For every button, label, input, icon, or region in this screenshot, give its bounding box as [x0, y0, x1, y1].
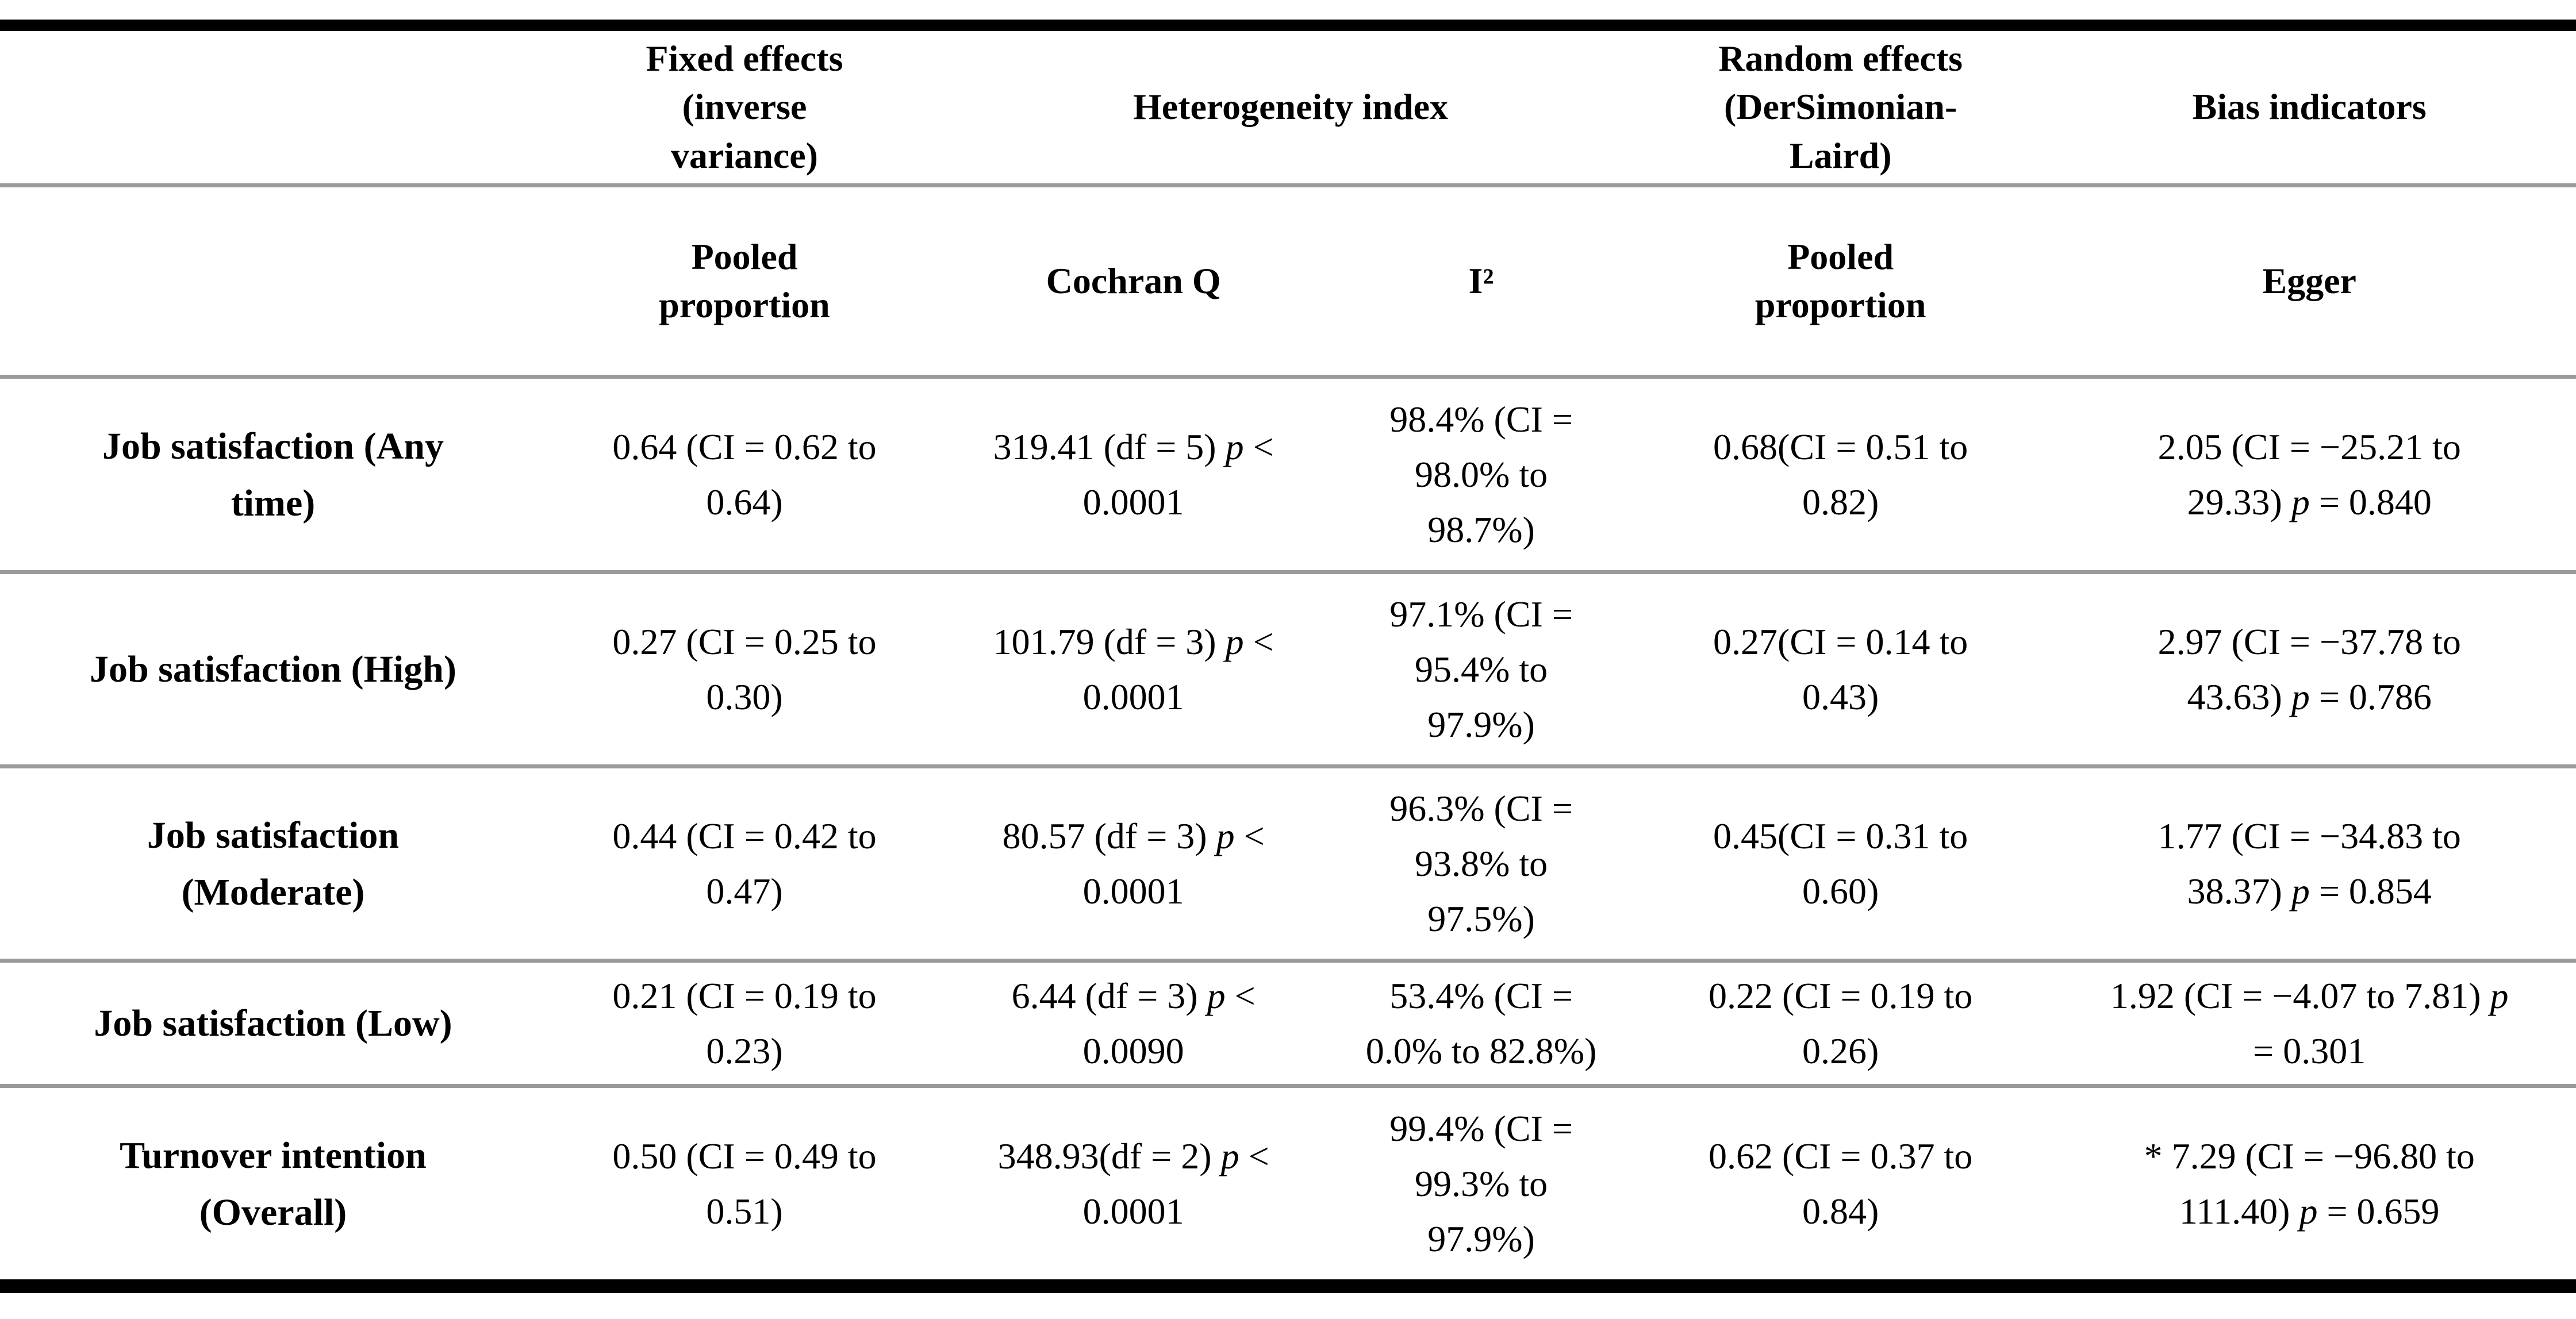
- row-label: Turnover intention (Overall): [120, 1134, 427, 1233]
- table-row-job-satisfaction-low: Job satisfaction (Low) 0.21 (CI = 0.19 t…: [0, 961, 2576, 1086]
- cell-random-pooled: 0.27(CI = 0.14 to 0.43): [1713, 621, 1968, 717]
- cell-random-pooled: 0.62 (CI = 0.37 to 0.84): [1709, 1135, 1973, 1232]
- cell-egger: 1.92 (CI = −4.07 to 7.81) p = 0.301: [2110, 975, 2509, 1071]
- table-row-job-satisfaction-moderate: Job satisfaction (Moderate) 0.44 (CI = 0…: [0, 767, 2576, 961]
- cell-random-pooled: 0.45(CI = 0.31 to 0.60): [1713, 815, 1968, 912]
- group-header-row: Fixed effects (inverse variance) Heterog…: [0, 25, 2576, 188]
- row-label: Job satisfaction (Any time): [102, 425, 444, 524]
- sub-header-i-squared: I²: [1324, 185, 1638, 379]
- corner-cell: [0, 25, 546, 188]
- cell-fixed-pooled: 0.64 (CI = 0.62 to 0.64): [612, 426, 877, 522]
- cell-random-pooled: 0.22 (CI = 0.19 to 0.26): [1709, 975, 1973, 1071]
- cell-cochran-q: 6.44 (df = 3) p < 0.0090: [1011, 975, 1256, 1071]
- cell-egger: 1.77 (CI = −34.83 to 38.37) p = 0.854: [2157, 815, 2461, 912]
- group-header-heterogeneity-index: Heterogeneity index: [943, 25, 1638, 188]
- cell-i-squared: 53.4% (CI = 0.0% to 82.8%): [1365, 975, 1597, 1071]
- sub-header-row: Pooled proportion Cochran Q I² Pooled pr…: [0, 185, 2576, 379]
- table-body: Job satisfaction (Any time) 0.64 (CI = 0…: [0, 377, 2576, 1286]
- cell-cochran-q: 80.57 (df = 3) p < 0.0001: [1002, 815, 1265, 912]
- sub-header-fixed-pooled-proportion: Pooled proportion: [546, 185, 943, 379]
- cell-egger: 2.97 (CI = −37.78 to 43.63) p = 0.786: [2157, 621, 2461, 717]
- cell-egger: 2.05 (CI = −25.21 to 29.33) p = 0.840: [2157, 426, 2461, 522]
- table-row-job-satisfaction-any-time: Job satisfaction (Any time) 0.64 (CI = 0…: [0, 377, 2576, 572]
- cell-fixed-pooled: 0.27 (CI = 0.25 to 0.30): [612, 621, 877, 717]
- group-header-bias-indicators: Bias indicators: [2043, 25, 2576, 188]
- cell-fixed-pooled: 0.50 (CI = 0.49 to 0.51): [612, 1135, 877, 1232]
- cell-cochran-q: 101.79 (df = 3) p < 0.0001: [993, 621, 1274, 717]
- row-label: Job satisfaction (Low): [94, 1002, 452, 1045]
- cell-random-pooled: 0.68(CI = 0.51 to 0.82): [1713, 426, 1968, 522]
- cell-fixed-pooled: 0.21 (CI = 0.19 to 0.23): [612, 975, 877, 1071]
- group-header-fixed-effects: Fixed effects (inverse variance): [546, 25, 943, 188]
- cell-fixed-pooled: 0.44 (CI = 0.42 to 0.47): [612, 815, 877, 912]
- meta-analysis-table: Fixed effects (inverse variance) Heterog…: [0, 20, 2576, 1293]
- cell-i-squared: 96.3% (CI = 93.8% to 97.5%): [1389, 787, 1573, 939]
- sub-header-random-pooled-proportion: Pooled proportion: [1638, 185, 2043, 379]
- corner-cell: [0, 185, 546, 379]
- group-header-random-effects: Random effects (DerSimonian- Laird): [1638, 25, 2043, 188]
- table-row-turnover-intention-overall: Turnover intention (Overall) 0.50 (CI = …: [0, 1086, 2576, 1286]
- row-label: Job satisfaction (High): [89, 648, 456, 691]
- cell-i-squared: 99.4% (CI = 99.3% to 97.9%): [1389, 1108, 1573, 1259]
- table-row-job-satisfaction-high: Job satisfaction (High) 0.27 (CI = 0.25 …: [0, 572, 2576, 767]
- row-label: Job satisfaction (Moderate): [147, 814, 400, 913]
- cell-cochran-q: 348.93(df = 2) p < 0.0001: [997, 1135, 1269, 1232]
- table-header: Fixed effects (inverse variance) Heterog…: [0, 25, 2576, 379]
- cell-cochran-q: 319.41 (df = 5) p < 0.0001: [993, 426, 1274, 522]
- sub-header-cochran-q: Cochran Q: [943, 185, 1325, 379]
- sub-header-egger: Egger: [2043, 185, 2576, 379]
- cell-egger: * 7.29 (CI = −96.80 to 111.40) p = 0.659: [2144, 1135, 2475, 1232]
- cell-i-squared: 98.4% (CI = 98.0% to 98.7%): [1389, 398, 1573, 550]
- cell-i-squared: 97.1% (CI = 95.4% to 97.9%): [1389, 593, 1573, 745]
